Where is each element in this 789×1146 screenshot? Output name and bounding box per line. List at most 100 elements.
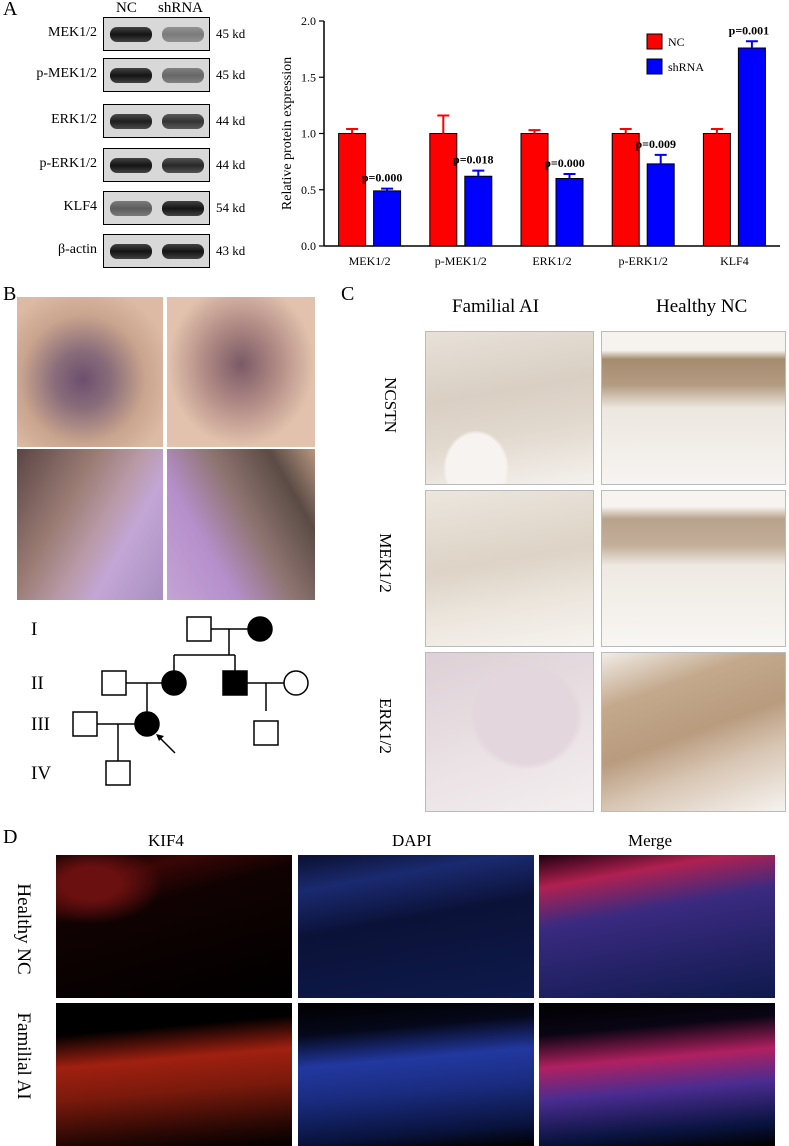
- photo-neck-left: [17, 297, 163, 447]
- ihc-col-healthy: Healthy NC: [656, 296, 748, 317]
- if-familial-kif4: [56, 1003, 292, 1146]
- if-col-dapi: DAPI: [392, 831, 432, 850]
- male-unaffected: [72, 711, 98, 737]
- blot-strip: [103, 234, 210, 268]
- legend-swatch: [646, 58, 663, 75]
- panel-label-d: D: [3, 826, 18, 848]
- p-value-annotation: p=0.000: [544, 156, 585, 170]
- blot-band-nc: [110, 114, 152, 129]
- y-tick-label: 1.5: [301, 70, 316, 84]
- if-familial-merge: [539, 1003, 775, 1146]
- blot-row-label: ERK1/2: [51, 112, 97, 127]
- if-row-healthy: Healthy NC: [13, 883, 34, 975]
- x-tick-label: p-MEK1/2: [435, 254, 487, 268]
- if-col-merge: Merge: [628, 831, 673, 850]
- panel-label-b: B: [3, 283, 17, 305]
- male-unaffected: [105, 760, 131, 786]
- bar-nc: [429, 133, 458, 247]
- bar-shrna: [373, 190, 402, 247]
- generation-label: III: [31, 714, 50, 735]
- y-tick-label: 0.0: [301, 239, 316, 253]
- blot-band-nc: [110, 201, 152, 216]
- generation-label: IV: [31, 763, 51, 784]
- female-unaffected: [283, 670, 309, 696]
- blot-band-nc: [110, 27, 152, 42]
- if-healthy-kif4: [56, 855, 292, 998]
- blot-size-label: 44 kd: [216, 113, 246, 128]
- female-affected: [247, 616, 273, 642]
- bar-nc: [520, 133, 549, 247]
- y-tick-label: 0.5: [301, 183, 316, 197]
- y-axis-label: Relative protein expression: [280, 57, 295, 210]
- blot-size-label: 54 kd: [216, 200, 246, 215]
- bar-shrna: [464, 175, 493, 247]
- blot-row-label: p-MEK1/2: [36, 66, 97, 81]
- ihc-row-mek: MEK1/2: [376, 533, 395, 593]
- bar-nc: [702, 133, 731, 247]
- ihc-familial-ncstn: [425, 331, 594, 485]
- bar-nc: [338, 133, 367, 247]
- blot-band-nc: [110, 158, 152, 173]
- blot-band-sh: [162, 158, 204, 173]
- ihc-row-erk: ERK1/2: [376, 698, 395, 754]
- blot-strip: [103, 191, 210, 225]
- blot-strip: [103, 58, 210, 92]
- ihc-healthy-ncstn: [601, 331, 786, 485]
- ihc-col-familial: Familial AI: [452, 296, 540, 317]
- blot-band-nc: [110, 244, 152, 259]
- bar-shrna: [646, 163, 675, 247]
- blot-col-nc: NC: [116, 0, 137, 16]
- panel-label-a: A: [3, 0, 18, 20]
- blot-row-label: p-ERK1/2: [39, 156, 97, 171]
- legend-label: NC: [668, 35, 685, 49]
- legend-swatch: [646, 33, 663, 50]
- patient-photos: [17, 297, 315, 600]
- generation-label: I: [31, 619, 37, 640]
- legend-label: shRNA: [668, 60, 704, 74]
- blot-strip: [103, 104, 210, 138]
- proband-arrowhead: [156, 734, 164, 741]
- p-value-annotation: p=0.000: [362, 171, 403, 185]
- x-tick-label: ERK1/2: [532, 254, 571, 268]
- if-familial-dapi: [298, 1003, 534, 1146]
- blot-band-sh: [162, 244, 204, 259]
- blot-row-label: KLF4: [63, 199, 97, 214]
- ihc-familial-mek: [425, 490, 594, 647]
- female-affected-proband: [134, 711, 160, 737]
- if-healthy-dapi: [298, 855, 534, 998]
- x-tick-label: KLF4: [720, 254, 749, 268]
- blot-col-shrna: shRNA: [158, 0, 204, 16]
- blot-band-nc: [110, 68, 152, 83]
- male-affected: [222, 670, 248, 696]
- bar-shrna: [555, 178, 584, 247]
- if-col-kif4: KIF4: [148, 831, 184, 850]
- male-unaffected: [253, 720, 279, 746]
- photo-axilla-left: [17, 449, 163, 600]
- male-unaffected: [101, 670, 127, 696]
- p-value-annotation: p=0.009: [635, 137, 676, 151]
- p-value-annotation: p=0.018: [453, 153, 494, 167]
- y-tick-label: 2.0: [301, 14, 316, 28]
- blot-band-sh: [162, 201, 204, 216]
- blot-row-label: MEK1/2: [48, 25, 97, 40]
- blot-band-sh: [162, 114, 204, 129]
- if-healthy-merge: [539, 855, 775, 998]
- blot-strip: [103, 17, 210, 51]
- ihc-familial-erk: [425, 652, 594, 812]
- ihc-healthy-mek: [601, 490, 786, 647]
- panel-label-c: C: [341, 283, 355, 305]
- blot-size-label: 43 kd: [216, 243, 246, 258]
- p-value-annotation: p=0.001: [729, 23, 770, 37]
- blot-band-sh: [162, 27, 204, 42]
- bar-shrna: [737, 47, 766, 247]
- blot-strip: [103, 148, 210, 182]
- female-affected: [161, 670, 187, 696]
- x-tick-label: p-ERK1/2: [619, 254, 668, 268]
- blot-size-label: 45 kd: [216, 67, 246, 82]
- ihc-healthy-erk: [601, 652, 786, 812]
- blot-size-label: 45 kd: [216, 26, 246, 41]
- blot-row-label: β-actin: [58, 242, 97, 257]
- if-row-familial: Familial AI: [13, 1012, 34, 1100]
- y-tick-label: 1.0: [301, 127, 316, 141]
